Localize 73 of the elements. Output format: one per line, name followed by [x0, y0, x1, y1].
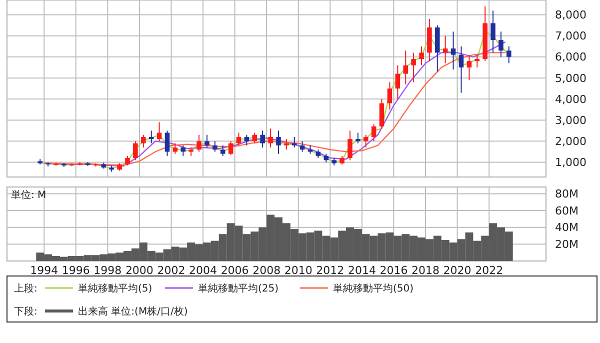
x-tick-label: 2012: [316, 264, 344, 277]
candlestick: [458, 46, 464, 94]
candlestick: [474, 54, 480, 68]
y-tick-label: 40M: [555, 221, 578, 234]
y-tick-label: 5,000: [555, 72, 586, 85]
candlestick: [252, 132, 257, 144]
text: 下段:: [14, 306, 38, 318]
x-tick-label: 1998: [94, 264, 122, 277]
candlestick: [363, 134, 368, 148]
x-tick-label: 2004: [189, 264, 218, 277]
candlestick: [292, 136, 297, 148]
candlestick: [403, 50, 408, 85]
candlestick: [498, 31, 504, 58]
candlestick: [371, 124, 376, 142]
y-tick-label: 6,000: [555, 50, 586, 64]
candlestick: [212, 140, 218, 152]
y-tick-label: 8,000: [555, 8, 586, 22]
y-tick-label: 4,000: [555, 92, 586, 106]
candlestick: [268, 128, 273, 148]
candlestick: [276, 130, 281, 154]
candlestick: [260, 130, 265, 148]
x-tick-label: 2006: [220, 264, 249, 277]
candlestick: [490, 10, 496, 54]
candlestick: [356, 132, 360, 144]
x-tick-label: 2008: [252, 264, 281, 277]
x-tick-label: 1996: [62, 264, 90, 277]
candlestick: [125, 155, 130, 166]
candlestick: [133, 140, 138, 161]
legend-label: 出来高 単位:(M株/口/枚): [78, 306, 188, 318]
candlestick: [228, 140, 234, 156]
x-tick-label: 2000: [125, 264, 154, 277]
candlestick: [220, 144, 226, 156]
y-tick-label: 3,000: [555, 114, 586, 127]
candlestick: [244, 134, 250, 146]
legend-label: 単純移動平均(25): [198, 282, 279, 294]
text: 上段:: [14, 282, 38, 294]
candlestick: [348, 130, 352, 161]
legend-label: 単純移動平均(50): [333, 282, 414, 294]
x-tick-label: 2018: [412, 264, 440, 277]
candlestick: [466, 54, 472, 81]
candlestick: [419, 46, 424, 66]
candlestick: [284, 138, 289, 150]
x-tick-label: 2002: [157, 264, 186, 277]
candlestick: [141, 134, 146, 148]
candlestick: [196, 134, 202, 152]
y-tick-label: 80M: [555, 188, 578, 201]
annotation: 単位: M: [11, 189, 46, 201]
candlestick: [411, 52, 416, 83]
x-tick-label: 2014: [348, 264, 376, 277]
x-tick-label: 2022: [475, 264, 504, 277]
x-tick-label: 2010: [284, 264, 312, 277]
y-tick-label: 60M: [555, 204, 578, 218]
candlestick: [172, 142, 178, 154]
candlestick: [180, 144, 186, 156]
candlestick: [300, 140, 305, 152]
candlestick: [148, 130, 154, 144]
y-tick-label: 2,000: [555, 135, 586, 148]
x-tick-label: 2020: [443, 264, 472, 277]
y-tick-label: 1,000: [555, 156, 586, 170]
x-tick-label: 1994: [30, 264, 58, 277]
candlestick: [164, 130, 170, 156]
candlestick: [442, 35, 448, 64]
y-tick-label: 7,000: [555, 30, 586, 43]
candlestick: [395, 64, 400, 100]
x-tick-label: 2016: [380, 264, 408, 277]
candlestick: [204, 134, 210, 148]
candlestick: [236, 132, 242, 146]
y-tick-label: 20M: [555, 238, 578, 252]
candlestick: [387, 82, 392, 110]
candlestick: [379, 98, 384, 130]
legend-label: 単純移動平均(5): [78, 282, 152, 294]
candlestick: [450, 31, 456, 70]
candlestick: [506, 46, 512, 64]
